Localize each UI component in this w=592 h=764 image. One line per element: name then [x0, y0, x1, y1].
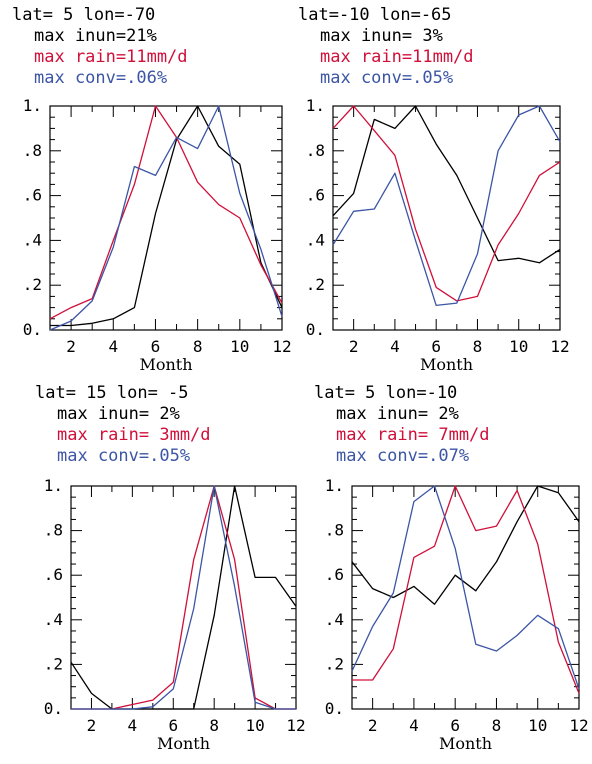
location-label: lat= 5 lon=-10 — [314, 383, 457, 403]
series-line-rain — [352, 485, 580, 694]
max-rain-label: max rain=11mm/d — [34, 47, 188, 67]
y-tick-label: .8 — [23, 141, 42, 160]
max-inun-label: max inun= 2% — [57, 404, 180, 424]
x-tick-label: 10 — [245, 716, 264, 735]
y-tick-label: .2 — [44, 654, 63, 673]
y-tick-label: 1. — [306, 96, 325, 115]
max-rain-label: max rain=11mm/d — [320, 47, 474, 67]
y-tick-label: .2 — [306, 275, 325, 294]
max-inun-label: max inun= 3% — [320, 26, 443, 46]
series-line-inun — [332, 105, 561, 264]
max-conv-label: max conv=.05% — [320, 68, 453, 88]
y-tick-label: .6 — [44, 565, 63, 584]
y-tick-label: 0. — [44, 699, 63, 718]
x-tick-label: 4 — [409, 716, 419, 735]
x-tick-label: 10 — [528, 716, 547, 735]
max-rain-label: max rain= 7mm/d — [336, 425, 490, 445]
x-tick-label: 2 — [368, 716, 378, 735]
max-conv-label: max conv=.07% — [336, 446, 469, 466]
plot-frame — [49, 105, 283, 331]
x-tick-label: 12 — [569, 716, 588, 735]
y-tick-label: 1. — [325, 476, 344, 495]
y-tick-label: 0. — [325, 699, 344, 718]
max-rain-label: max rain= 3mm/d — [57, 425, 211, 445]
y-tick-label: 0. — [23, 320, 42, 339]
y-tick-label: 1. — [23, 96, 42, 115]
series-line-inun — [70, 485, 297, 710]
plot-frame — [70, 485, 297, 710]
series-line-rain — [49, 105, 283, 320]
x-tick-label: 2 — [87, 716, 97, 735]
y-tick-label: .6 — [325, 565, 344, 584]
series-line-rain — [332, 105, 561, 302]
x-tick-label: 12 — [286, 716, 305, 735]
x-tick-label: 6 — [168, 716, 178, 735]
series-line-conv — [71, 485, 296, 710]
series-line-conv — [332, 105, 561, 307]
x-tick-label: 4 — [390, 337, 400, 356]
x-axis-label: Month — [420, 355, 473, 374]
series-line-conv — [351, 485, 580, 690]
x-tick-label: 8 — [209, 716, 219, 735]
x-tick-label: 2 — [349, 337, 359, 356]
x-tick-label: 6 — [450, 716, 460, 735]
series-line-conv — [49, 105, 283, 331]
x-tick-label: 6 — [431, 337, 441, 356]
location-label: lat= 15 lon= -5 — [35, 383, 189, 403]
y-tick-label: .4 — [44, 610, 63, 629]
y-tick-label: 0. — [306, 320, 325, 339]
series-line-rain — [71, 485, 296, 710]
x-tick-label: 4 — [128, 716, 138, 735]
y-tick-label: .8 — [325, 521, 344, 540]
location-label: lat=-10 lon=-65 — [298, 5, 452, 25]
x-tick-label: 2 — [66, 337, 76, 356]
x-axis-label: Month — [439, 734, 492, 753]
x-tick-label: 8 — [492, 716, 502, 735]
location-label: lat= 5 lon=-70 — [12, 5, 155, 25]
y-tick-label: .6 — [306, 186, 325, 205]
y-tick-label: 1. — [44, 476, 63, 495]
max-inun-label: max inun=21% — [34, 26, 157, 46]
x-tick-label: 12 — [272, 337, 291, 356]
max-inun-label: max inun= 2% — [336, 404, 459, 424]
series-line-inun — [50, 105, 283, 327]
x-tick-label: 12 — [550, 337, 569, 356]
y-tick-label: .2 — [325, 654, 344, 673]
max-conv-label: max conv=.05% — [57, 446, 190, 466]
y-tick-label: .8 — [306, 141, 325, 160]
y-tick-label: .4 — [306, 230, 325, 249]
y-tick-label: .4 — [23, 230, 42, 249]
max-conv-label: max conv=.06% — [34, 68, 167, 88]
x-axis-label: Month — [157, 734, 210, 753]
y-tick-label: .6 — [23, 186, 42, 205]
y-tick-label: .2 — [23, 275, 42, 294]
x-tick-label: 6 — [151, 337, 161, 356]
x-tick-label: 8 — [473, 337, 483, 356]
x-tick-label: 10 — [230, 337, 249, 356]
x-tick-label: 8 — [193, 337, 203, 356]
plot-frame — [332, 105, 561, 331]
x-axis-label: Month — [139, 355, 192, 374]
x-tick-label: 10 — [509, 337, 528, 356]
x-tick-label: 4 — [108, 337, 118, 356]
y-tick-label: .4 — [325, 610, 344, 629]
y-tick-label: .8 — [44, 521, 63, 540]
series-line-inun — [351, 485, 580, 605]
